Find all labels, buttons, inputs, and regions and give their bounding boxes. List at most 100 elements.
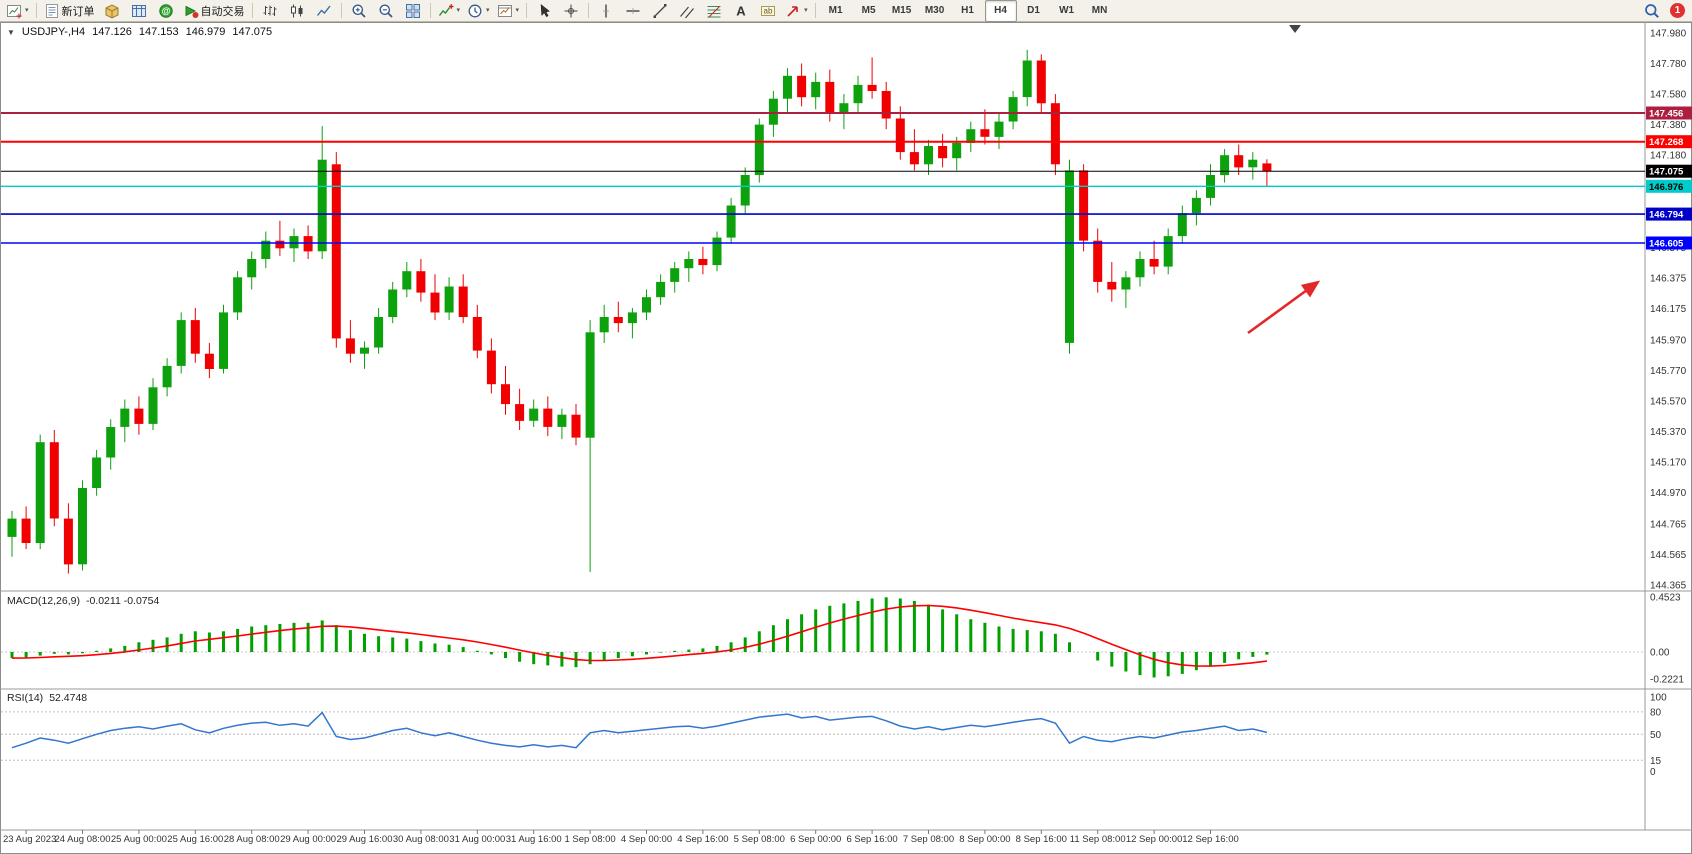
candle-body	[1121, 277, 1131, 290]
svg-text:29 Aug 16:00: 29 Aug 16:00	[337, 834, 393, 845]
tile-windows-button[interactable]	[400, 0, 426, 22]
candle-body	[684, 259, 694, 269]
candle-body	[63, 518, 73, 565]
community-button[interactable]: @	[153, 0, 179, 22]
cursor-icon	[540, 3, 551, 17]
svg-text:4 Sep 16:00: 4 Sep 16:00	[677, 834, 728, 845]
candle-body	[1149, 259, 1159, 267]
panel-splitter-rsi[interactable]	[0, 687, 1692, 692]
candle-body	[811, 81, 821, 98]
svg-text:146.375: 146.375	[1650, 274, 1687, 285]
indicators-icon	[438, 3, 454, 16]
market-watch-icon	[105, 3, 119, 19]
candle-body	[1262, 163, 1272, 172]
price-badge: 147.268	[1646, 135, 1692, 149]
chart-shift-marker[interactable]	[1289, 25, 1301, 33]
svg-text:4 Sep 00:00: 4 Sep 00:00	[621, 834, 672, 845]
templates-button[interactable]: ▾	[494, 0, 523, 22]
candle-body	[1065, 170, 1074, 343]
text-label-button[interactable]: ab	[755, 0, 781, 22]
price-axis[interactable]	[1646, 22, 1692, 830]
panel-splitter-macd[interactable]	[0, 589, 1692, 594]
timeframe-h1-button[interactable]: H1	[961, 5, 974, 16]
arrows-icon	[787, 5, 798, 17]
svg-text:147.075: 147.075	[1649, 167, 1684, 178]
timeframe-d1-button[interactable]: D1	[1027, 5, 1040, 16]
candlestick-chart-button[interactable]	[284, 0, 310, 22]
price-badge: 146.794	[1646, 207, 1692, 221]
new-order-button[interactable]: 新订单	[41, 0, 98, 22]
chart-window[interactable]: 147.980147.780147.580147.380147.180146.5…	[0, 22, 1692, 854]
candle-body	[1177, 213, 1187, 237]
candle-body	[275, 240, 285, 249]
notification-badge[interactable]: 1	[1670, 3, 1685, 18]
price-axis-labels: 147.980147.780147.580147.380147.180146.5…	[1650, 29, 1687, 592]
svg-text:146.794: 146.794	[1649, 210, 1684, 221]
timeframe-m30-button[interactable]: M30	[924, 5, 945, 16]
chart-canvas[interactable]: 147.980147.780147.580147.380147.180146.5…	[0, 22, 1692, 854]
candle-body	[952, 142, 962, 159]
candle-body	[106, 427, 116, 458]
new-order-label: 新订单	[61, 5, 95, 18]
timeframe-mn-button[interactable]: MN	[1091, 5, 1108, 16]
arrow-annotation[interactable]	[1247, 280, 1321, 335]
chevron-down-icon: ▾	[486, 7, 490, 14]
candle-body	[176, 320, 186, 366]
svg-text:1 Sep 08:00: 1 Sep 08:00	[564, 834, 615, 845]
timeframe-m5-button[interactable]: M5	[861, 5, 876, 16]
timeframe-h4-button[interactable]: H4	[984, 0, 1017, 22]
candle-body	[1093, 240, 1103, 282]
equidistant-channel-button[interactable]	[674, 0, 700, 22]
candle-body	[501, 384, 510, 405]
candle-body	[134, 408, 144, 424]
macd-label: MACD(12,26,9) -0.0211 -0.0754	[7, 595, 159, 607]
candle-body	[980, 129, 990, 137]
candle-body	[529, 408, 539, 421]
svg-text:12 Sep 16:00: 12 Sep 16:00	[1182, 834, 1239, 845]
new-chart-button[interactable]: ▾	[3, 0, 32, 22]
svg-text:144.765: 144.765	[1650, 519, 1687, 530]
svg-text:144.565: 144.565	[1650, 550, 1687, 561]
vertical-line-button[interactable]	[593, 0, 619, 22]
arrows-button[interactable]: ▾	[782, 0, 811, 22]
candle-body	[783, 75, 792, 99]
cursor-button[interactable]	[531, 0, 557, 22]
toolbar-separator	[429, 3, 431, 18]
time-axis[interactable]	[0, 830, 1692, 854]
data-window-button[interactable]	[126, 0, 152, 22]
svg-text:A: A	[736, 3, 746, 18]
horizontal-line-button[interactable]	[620, 0, 646, 22]
timeframe-m1-button[interactable]: M1	[828, 5, 843, 16]
candle-body	[7, 518, 17, 537]
zoom-in-button[interactable]	[346, 0, 372, 22]
timeframe-w1-button[interactable]: W1	[1059, 5, 1075, 16]
search-button[interactable]	[1639, 0, 1665, 22]
candle-body	[345, 338, 355, 354]
auto-trading-button[interactable]: 自动交易	[180, 0, 248, 22]
candle-body	[219, 312, 228, 369]
candle-body	[656, 281, 666, 298]
svg-text:8 Sep 00:00: 8 Sep 00:00	[959, 834, 1010, 845]
timeframe-m15-button[interactable]: M15	[891, 5, 912, 16]
candle-body	[1008, 97, 1018, 122]
line-chart-button[interactable]	[311, 0, 337, 22]
crosshair-button[interactable]	[558, 0, 584, 22]
indicators-button[interactable]: ▾	[435, 0, 464, 22]
svg-text:23 Aug 2023: 23 Aug 2023	[3, 834, 56, 845]
fibonacci-button[interactable]	[701, 0, 727, 22]
market-watch-button[interactable]	[99, 0, 125, 22]
periods-button[interactable]: ▾	[464, 0, 493, 22]
zoom-out-button[interactable]	[373, 0, 399, 22]
toolbar-separator	[526, 3, 528, 18]
trendline-button[interactable]	[647, 0, 673, 22]
one-click-trading-toggle[interactable]: ▼	[7, 27, 15, 37]
candle-body	[867, 84, 877, 91]
symbol-period-label: USDJPY-,H4	[21, 26, 86, 38]
bar-chart-button[interactable]	[257, 0, 283, 22]
candle-body	[642, 297, 651, 313]
svg-text:11 Sep 08:00: 11 Sep 08:00	[1070, 834, 1126, 845]
text-button[interactable]: A	[728, 0, 754, 22]
candle-body	[1079, 170, 1089, 241]
fibonacci-icon	[707, 5, 721, 18]
